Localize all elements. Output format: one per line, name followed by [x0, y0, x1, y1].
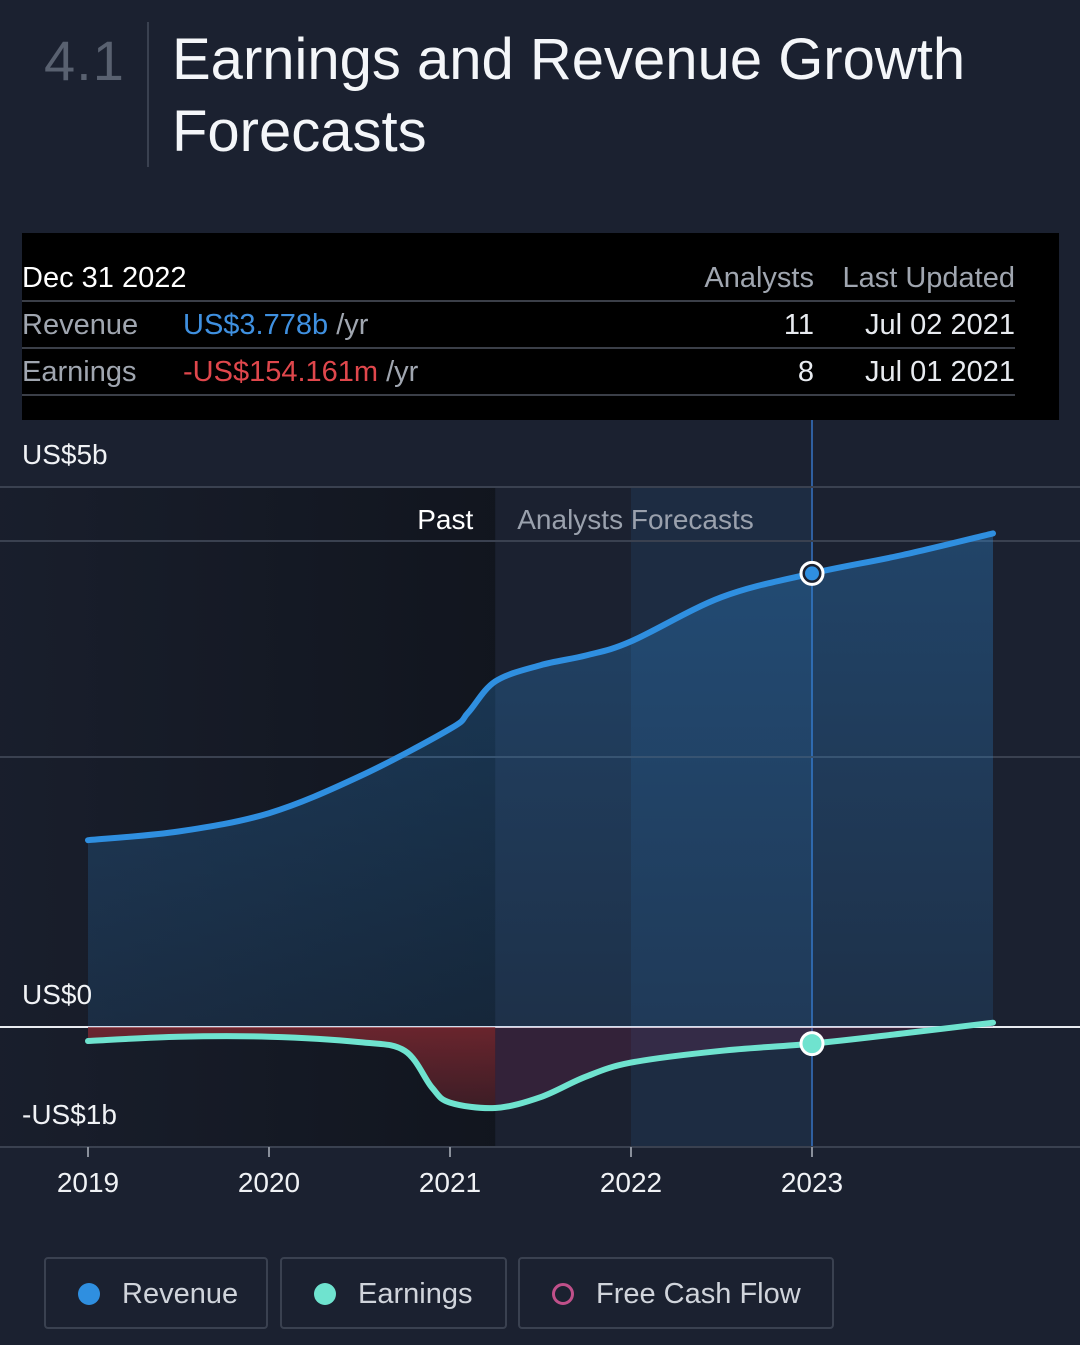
section-divider — [147, 22, 149, 167]
info-label-earnings: Earnings — [22, 356, 137, 388]
free-cash-flow-ring-icon — [552, 1283, 574, 1305]
info-col-last-updated: Last Updated — [842, 262, 1015, 294]
info-analysts-earnings: 8 — [797, 356, 814, 388]
legend-label-free-cash-flow: Free Cash Flow — [596, 1278, 801, 1310]
earnings-unit: /yr — [386, 356, 419, 388]
earnings-negative-area-past — [88, 1027, 496, 1109]
x-tick-label-0: 2019 — [57, 1167, 119, 1198]
x-tick-label-2: 2021 — [419, 1167, 481, 1198]
x-tick-label-1: 2020 — [238, 1167, 300, 1198]
info-analysts-revenue: 11 — [783, 309, 814, 341]
info-value-earnings: -US$154.161m /yr — [183, 356, 418, 389]
x-tick-label-4: 2023 — [781, 1167, 843, 1198]
revenue-unit: /yr — [336, 309, 369, 341]
y-tick-label-0: US$5b — [22, 439, 108, 470]
x-tick-label-3: 2022 — [600, 1167, 662, 1198]
section-number: 4.1 — [44, 29, 125, 92]
info-label-revenue: Revenue — [22, 309, 139, 341]
info-col-analysts: Analysts — [704, 262, 814, 294]
revenue-marker-dot — [805, 566, 819, 581]
page-title: Earnings and Revenue Growth Forecasts — [172, 27, 966, 164]
revenue-value-text: US$3.778b — [183, 309, 329, 341]
earnings-negative-area-forecast — [495, 1022, 993, 1109]
earnings-marker — [799, 1031, 825, 1057]
earnings-dot-icon — [314, 1283, 336, 1305]
info-table-header: Dec 31 2022 Analysts Last Updated — [22, 254, 1015, 302]
growth-forecast-chart[interactable]: US$5b US$0 -US$1b 2019 2020 2021 2022 2023 Past A… — [0, 420, 1080, 1220]
earnings-value-text: -US$154.161m — [183, 356, 379, 388]
legend-label-earnings: Earnings — [358, 1278, 473, 1310]
region-label-past: Past — [417, 504, 473, 535]
info-updated-revenue: Jul 02 2021 — [865, 309, 1015, 341]
section-header: 4.1 Earnings and Revenue Growth Forecast… — [0, 0, 1080, 200]
legend-toggle-revenue[interactable]: Revenue — [44, 1257, 268, 1329]
revenue-area — [88, 533, 993, 1027]
tooltip-info-table — [22, 233, 1059, 420]
y-tick-label-2: -US$1b — [22, 1099, 117, 1130]
info-row-earnings: Earnings -US$154.161m /yr 8 Jul 01 2021 — [22, 348, 1015, 396]
y-tick-label-1: US$0 — [22, 979, 92, 1010]
region-label-forecast: Analysts Forecasts — [517, 504, 754, 535]
revenue-dot-icon — [78, 1283, 100, 1305]
legend-toggle-free-cash-flow[interactable]: Free Cash Flow — [518, 1257, 834, 1329]
info-date: Dec 31 2022 — [22, 262, 187, 294]
legend-label-revenue: Revenue — [122, 1278, 239, 1310]
info-updated-earnings: Jul 01 2021 — [865, 356, 1015, 388]
info-value-revenue: US$3.778b /yr — [183, 309, 368, 342]
legend-toggle-earnings[interactable]: Earnings — [280, 1257, 507, 1329]
info-row-revenue: Revenue US$3.778b /yr 11 Jul 02 2021 — [22, 301, 1015, 349]
